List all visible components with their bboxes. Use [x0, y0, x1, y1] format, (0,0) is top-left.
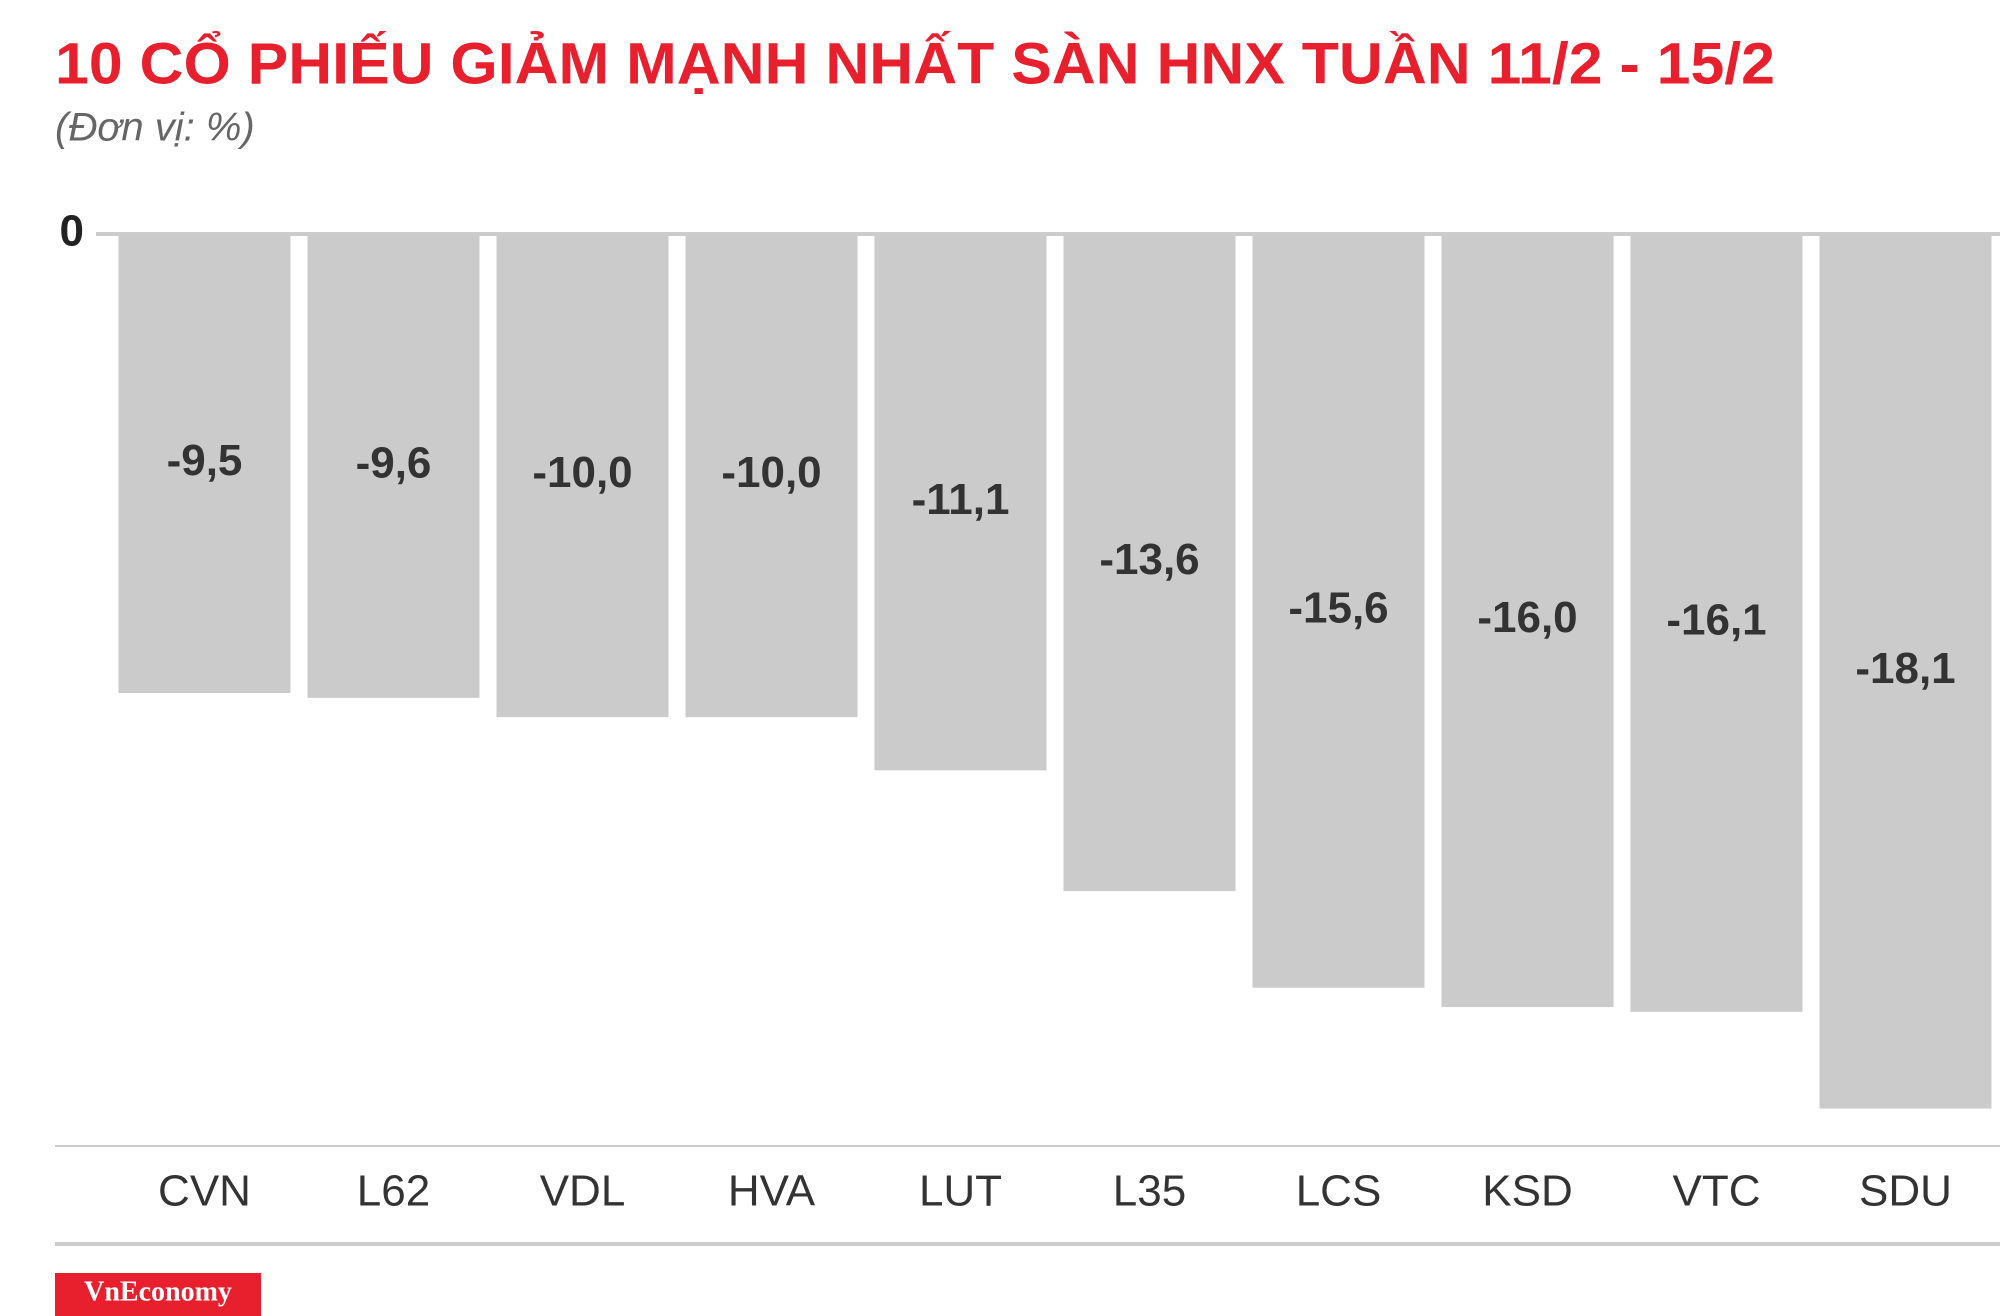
value-label: -16,0	[1477, 593, 1577, 642]
x-tick-label: LCS	[1296, 1167, 1382, 1216]
bar	[118, 234, 291, 693]
value-label: -11,1	[912, 475, 1010, 524]
x-tick-label: SDU	[1859, 1167, 1952, 1216]
x-tick-label: CVN	[158, 1167, 251, 1216]
bar	[1441, 234, 1614, 1008]
y-tick-label: 0	[60, 207, 84, 256]
bar	[685, 234, 858, 718]
x-tick-label: L62	[357, 1167, 430, 1216]
value-label: -9,5	[167, 436, 243, 485]
bar	[1819, 234, 1992, 1109]
chart-subtitle: (Đơn vị: %)	[55, 106, 255, 150]
value-label: -18,1	[1855, 644, 1955, 693]
source-badge	[55, 1273, 261, 1316]
bar	[1630, 234, 1803, 1012]
bar	[1063, 234, 1236, 892]
value-label: -10,0	[721, 448, 821, 497]
chart-title: 10 CỔ PHIẾU GIẢM MẠNH NHẤT SÀN HNX TUẦN …	[55, 31, 1775, 96]
x-tick-label: KSD	[1482, 1167, 1572, 1216]
bar	[307, 234, 480, 698]
value-label: -13,6	[1099, 535, 1199, 584]
value-label: -16,1	[1666, 596, 1766, 645]
x-tick-label: VTC	[1673, 1167, 1761, 1216]
source: VnEconomy	[84, 1276, 232, 1307]
x-tick-label: LUT	[919, 1167, 1002, 1216]
bar	[1252, 234, 1425, 988]
x-tick-label: L35	[1113, 1167, 1186, 1216]
x-tick-label: HVA	[728, 1167, 816, 1216]
x-tick-label: VDL	[540, 1167, 626, 1216]
value-label: -9,6	[356, 439, 432, 488]
bar	[874, 234, 1047, 771]
value-label: -10,0	[532, 448, 632, 497]
bar	[496, 234, 669, 718]
value-label: -15,6	[1288, 583, 1388, 632]
